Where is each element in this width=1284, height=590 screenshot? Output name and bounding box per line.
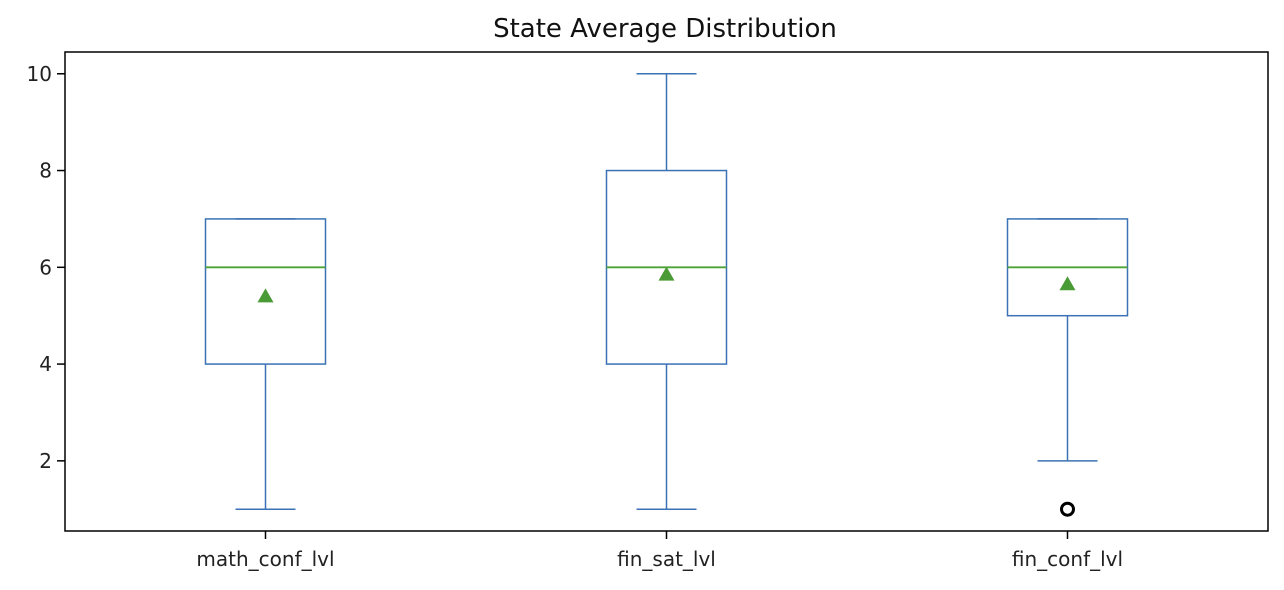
mean-marker	[1059, 276, 1076, 291]
y-tick-label: 2	[39, 449, 52, 473]
y-tick-label: 8	[39, 159, 52, 183]
iqr-box	[204, 218, 327, 365]
box-fin_conf_lvl	[1006, 218, 1129, 517]
y-tick-label: 6	[39, 255, 52, 279]
box-math_conf_lvl	[204, 218, 327, 510]
mean-marker	[257, 288, 274, 303]
chart-title: State Average Distribution	[493, 14, 837, 44]
x-axis: math_conf_lvl fin_sat_lvl fin_conf_lvl	[196, 531, 1123, 571]
y-tick-label: 10	[27, 62, 52, 86]
y-axis: 2 4 6 8 10	[27, 62, 65, 473]
x-tick-label: math_conf_lvl	[196, 547, 334, 571]
x-tick-label: fin_sat_lvl	[617, 547, 716, 571]
box-series	[204, 73, 1129, 517]
outlier-point	[1060, 501, 1075, 517]
mean-marker	[658, 266, 675, 281]
box-fin_sat_lvl	[605, 73, 728, 510]
x-tick-label: fin_conf_lvl	[1012, 547, 1123, 571]
y-tick-label: 4	[39, 352, 52, 376]
